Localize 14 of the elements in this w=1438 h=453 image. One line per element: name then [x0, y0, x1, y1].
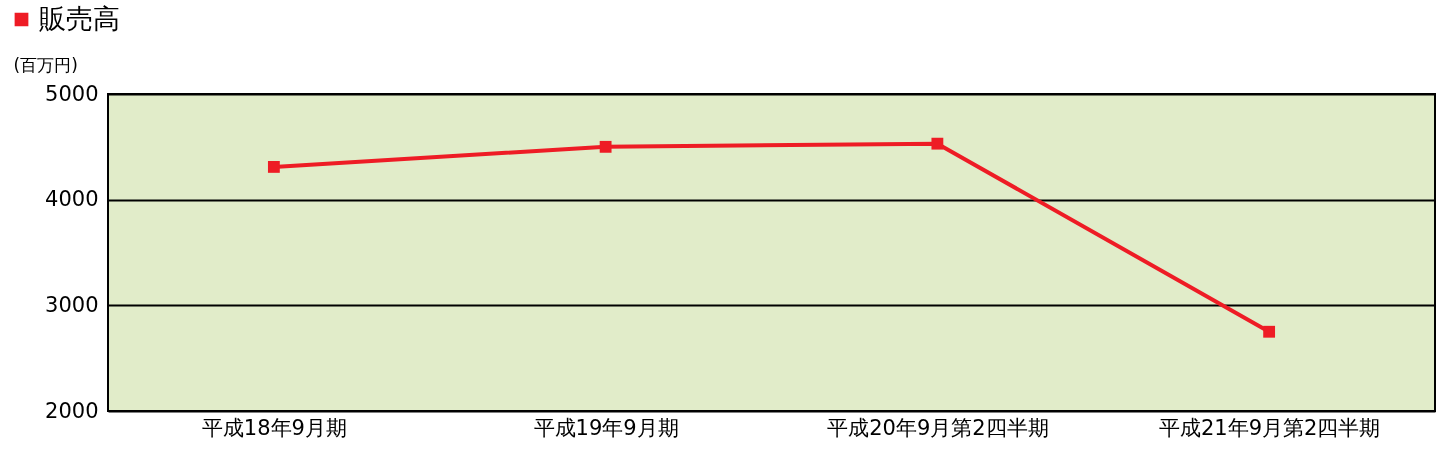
x-tick-label: 平成19年9月期	[533, 415, 679, 440]
y-tick-label: 2000	[45, 398, 99, 423]
x-tick-label: 平成20年9月第2四半期	[827, 415, 1049, 440]
x-tick-label: 平成21年9月第2四半期	[1158, 415, 1381, 440]
y-tick-label: 4000	[45, 187, 99, 212]
point	[599, 140, 612, 153]
point	[267, 160, 280, 173]
legend-label: 販売高	[39, 2, 120, 34]
y-axis-title: (百万円)	[13, 54, 78, 75]
y-tick-label: 5000	[45, 81, 99, 106]
point	[1263, 325, 1276, 338]
point	[931, 137, 944, 150]
x-tick-label: 平成18年9月期	[201, 415, 347, 440]
y-tick-label: 3000	[45, 292, 99, 317]
